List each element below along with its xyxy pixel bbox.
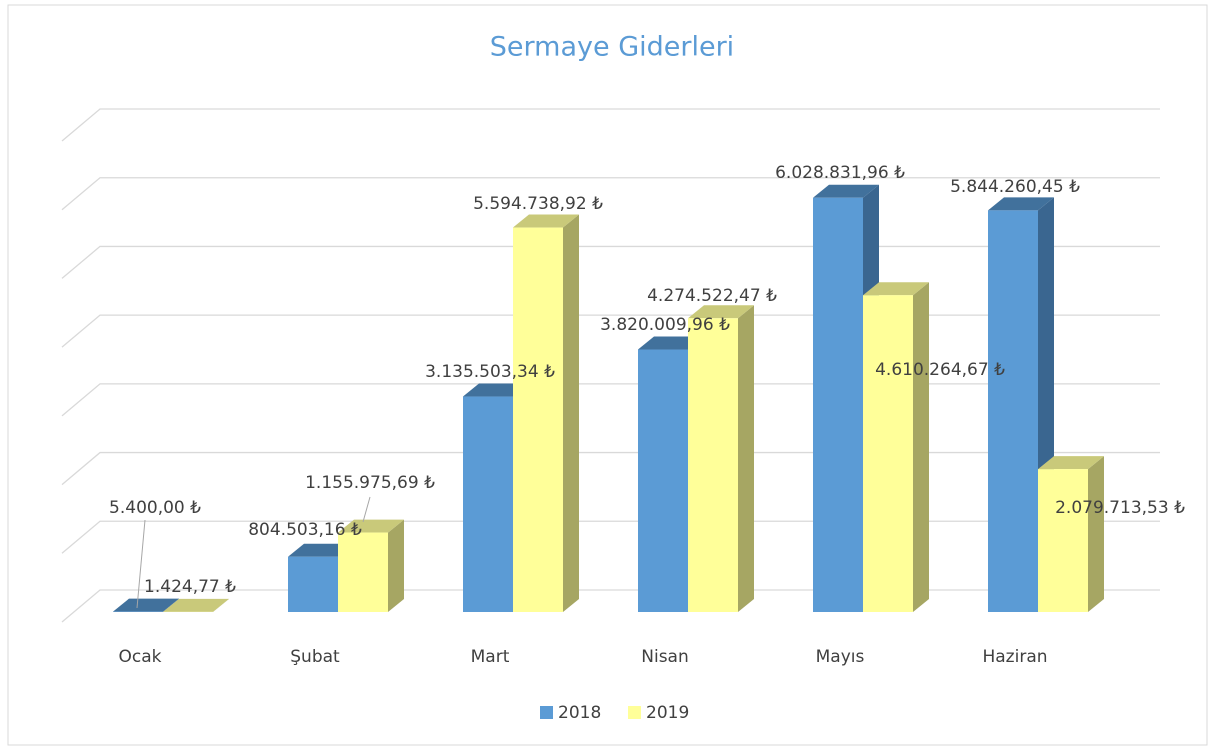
bar-side bbox=[563, 215, 579, 612]
x-tick-label: Ocak bbox=[119, 647, 162, 667]
bar bbox=[288, 557, 338, 612]
x-tick-label: Şubat bbox=[290, 647, 340, 667]
bar-side bbox=[738, 305, 754, 612]
legend-swatch bbox=[540, 706, 553, 719]
x-tick-label: Mart bbox=[471, 647, 510, 667]
bar-side bbox=[388, 520, 404, 612]
bar bbox=[988, 210, 1038, 612]
data-label: 3.135.503,34 ₺ bbox=[425, 362, 555, 382]
data-label: 804.503,16 ₺ bbox=[248, 520, 362, 540]
data-label: 5.400,00 ₺ bbox=[109, 498, 201, 518]
data-label: 6.028.831,96 ₺ bbox=[775, 163, 905, 183]
bar bbox=[638, 350, 688, 612]
data-label: 1.424,77 ₺ bbox=[144, 577, 236, 597]
legend-swatch bbox=[628, 706, 641, 719]
data-label: 1.155.975,69 ₺ bbox=[305, 473, 435, 493]
x-tick-label: Mayıs bbox=[816, 647, 865, 667]
bar bbox=[863, 295, 913, 612]
data-label: 3.820.009,96 ₺ bbox=[600, 315, 730, 335]
data-label: 4.610.264,67 ₺ bbox=[875, 360, 1005, 380]
legend-label: 2019 bbox=[646, 703, 689, 723]
data-label: 4.274.522,47 ₺ bbox=[647, 286, 777, 306]
bar bbox=[338, 533, 388, 612]
data-label: 5.594.738,92 ₺ bbox=[473, 194, 603, 214]
data-label: 2.079.713,53 ₺ bbox=[1055, 498, 1185, 518]
chart-title: Sermaye Giderleri bbox=[490, 32, 734, 63]
x-tick-label: Nisan bbox=[641, 647, 689, 667]
bar bbox=[463, 397, 513, 612]
x-tick-label: Haziran bbox=[982, 647, 1047, 667]
legend-label: 2018 bbox=[558, 703, 601, 723]
bar-side bbox=[1088, 456, 1104, 612]
bar bbox=[513, 228, 563, 612]
bar-side bbox=[913, 282, 929, 612]
bar bbox=[688, 318, 738, 612]
data-label: 5.844.260,45 ₺ bbox=[950, 177, 1080, 197]
bar bbox=[1038, 469, 1088, 612]
bar bbox=[813, 198, 863, 612]
